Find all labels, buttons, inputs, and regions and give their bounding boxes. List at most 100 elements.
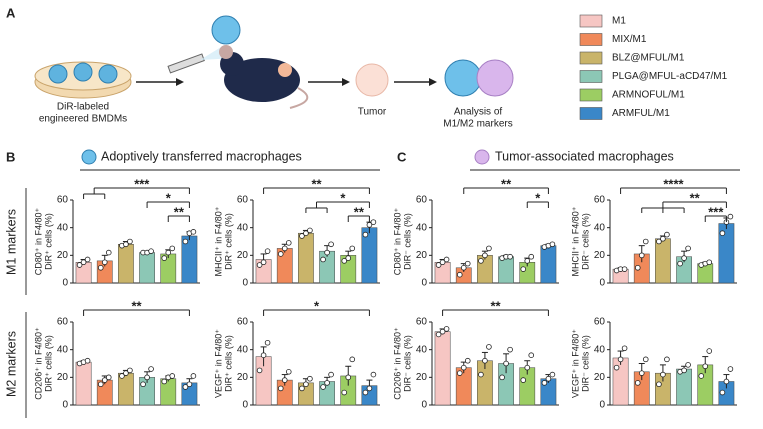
data-point <box>303 381 309 388</box>
data-point <box>482 357 488 364</box>
data-point <box>702 363 709 370</box>
legend-swatch <box>579 14 603 28</box>
data-point <box>706 348 713 354</box>
panel-title: Tumor-associated macrophages <box>495 149 674 163</box>
data-point <box>148 366 154 372</box>
data-point <box>621 345 628 352</box>
data-point <box>435 262 442 268</box>
data-point <box>370 219 377 225</box>
y-axis-label: DiR⁺ cells (%) <box>223 335 233 392</box>
y-tick-label: 40 <box>57 222 69 233</box>
y-tick-label: 40 <box>237 344 249 355</box>
y-tick-label: 0 <box>421 278 427 289</box>
y-axis-label: CD206⁺ in F4/80⁺ <box>33 327 43 400</box>
y-tick-label: 40 <box>594 344 606 355</box>
y-axis-label: CD80⁺ in F4/80⁺ <box>392 207 402 275</box>
data-point <box>727 213 734 220</box>
data-point <box>706 259 713 266</box>
y-axis-label: MHCII⁺ in F4/80⁺ <box>570 206 580 276</box>
significance-label: **** <box>663 176 684 191</box>
y-tick-label: 20 <box>57 250 69 261</box>
y-axis-label: CD206⁺ in F4/80⁺ <box>392 327 402 400</box>
data-point <box>482 252 488 259</box>
y-axis-label: DiR⁻ cells (%) <box>580 335 590 392</box>
data-point <box>260 259 267 266</box>
data-point <box>123 370 129 376</box>
bar <box>540 245 557 284</box>
data-point <box>524 364 531 371</box>
data-point <box>443 326 450 332</box>
data-point <box>642 238 649 245</box>
y-tick-label: 0 <box>62 278 68 289</box>
y-tick-label: 60 <box>416 195 428 206</box>
significance-label: ** <box>311 176 322 191</box>
data-point <box>324 380 330 386</box>
y-tick-label: 0 <box>599 400 605 411</box>
data-point <box>685 245 691 252</box>
data-point <box>549 241 556 248</box>
panel-icon <box>474 149 490 165</box>
data-point <box>656 238 662 245</box>
data-point <box>677 260 683 267</box>
data-point <box>638 252 645 259</box>
panel-label: C <box>397 149 407 164</box>
y-tick-label: 60 <box>57 195 69 206</box>
y-tick-label: 0 <box>599 278 605 289</box>
data-point <box>165 249 172 256</box>
dish-label: DiR-labeled <box>57 102 109 113</box>
y-tick-label: 40 <box>416 222 428 233</box>
data-point <box>281 245 288 252</box>
data-point <box>541 380 548 386</box>
data-point <box>281 377 288 383</box>
y-axis-label: DiR⁺ cells (%) <box>223 213 233 270</box>
row-label: M1 markers <box>4 209 18 275</box>
y-tick-label: 40 <box>57 344 69 355</box>
legend-label: BLZ@MFUL/M1 <box>612 53 685 64</box>
bar <box>434 331 451 406</box>
data-point <box>362 389 369 396</box>
significance-label: * <box>314 298 320 313</box>
data-point <box>341 258 348 264</box>
data-point <box>127 238 133 245</box>
data-point <box>545 375 552 382</box>
data-point <box>307 375 313 382</box>
data-point <box>621 266 628 272</box>
data-point <box>634 380 641 386</box>
significance-label: ** <box>490 298 501 313</box>
data-point <box>303 230 309 237</box>
data-point <box>328 371 334 378</box>
data-point <box>366 385 373 392</box>
bar <box>655 238 671 284</box>
legend-swatch <box>579 107 603 120</box>
data-point <box>460 264 467 271</box>
data-point <box>723 378 730 385</box>
data-point <box>328 241 334 248</box>
data-point <box>507 346 513 353</box>
dish-label: engineered BMDMs <box>39 114 127 125</box>
data-point <box>370 371 377 378</box>
bar <box>118 244 134 284</box>
y-tick-label: 20 <box>416 372 428 383</box>
y-tick-label: 20 <box>237 250 249 261</box>
data-point <box>349 245 356 252</box>
y-tick-label: 20 <box>57 372 69 383</box>
legend-swatch <box>579 51 603 65</box>
data-point <box>299 385 305 392</box>
data-point <box>617 356 624 363</box>
data-point <box>307 227 313 234</box>
bar <box>676 368 692 406</box>
data-point <box>520 266 527 272</box>
y-axis-label: DiR⁻ cells (%) <box>580 213 590 270</box>
y-tick-label: 60 <box>57 317 69 328</box>
data-point <box>84 256 91 263</box>
data-point <box>101 259 108 266</box>
data-point <box>182 384 189 390</box>
data-point <box>277 251 284 257</box>
data-point <box>345 255 352 261</box>
data-point <box>320 256 326 263</box>
legend-label: PLGA@MFUL-aCD47/M1 <box>612 71 728 82</box>
data-point <box>324 249 330 256</box>
data-point <box>76 262 83 268</box>
y-axis-label: DiR⁻ cells (%) <box>402 213 412 270</box>
